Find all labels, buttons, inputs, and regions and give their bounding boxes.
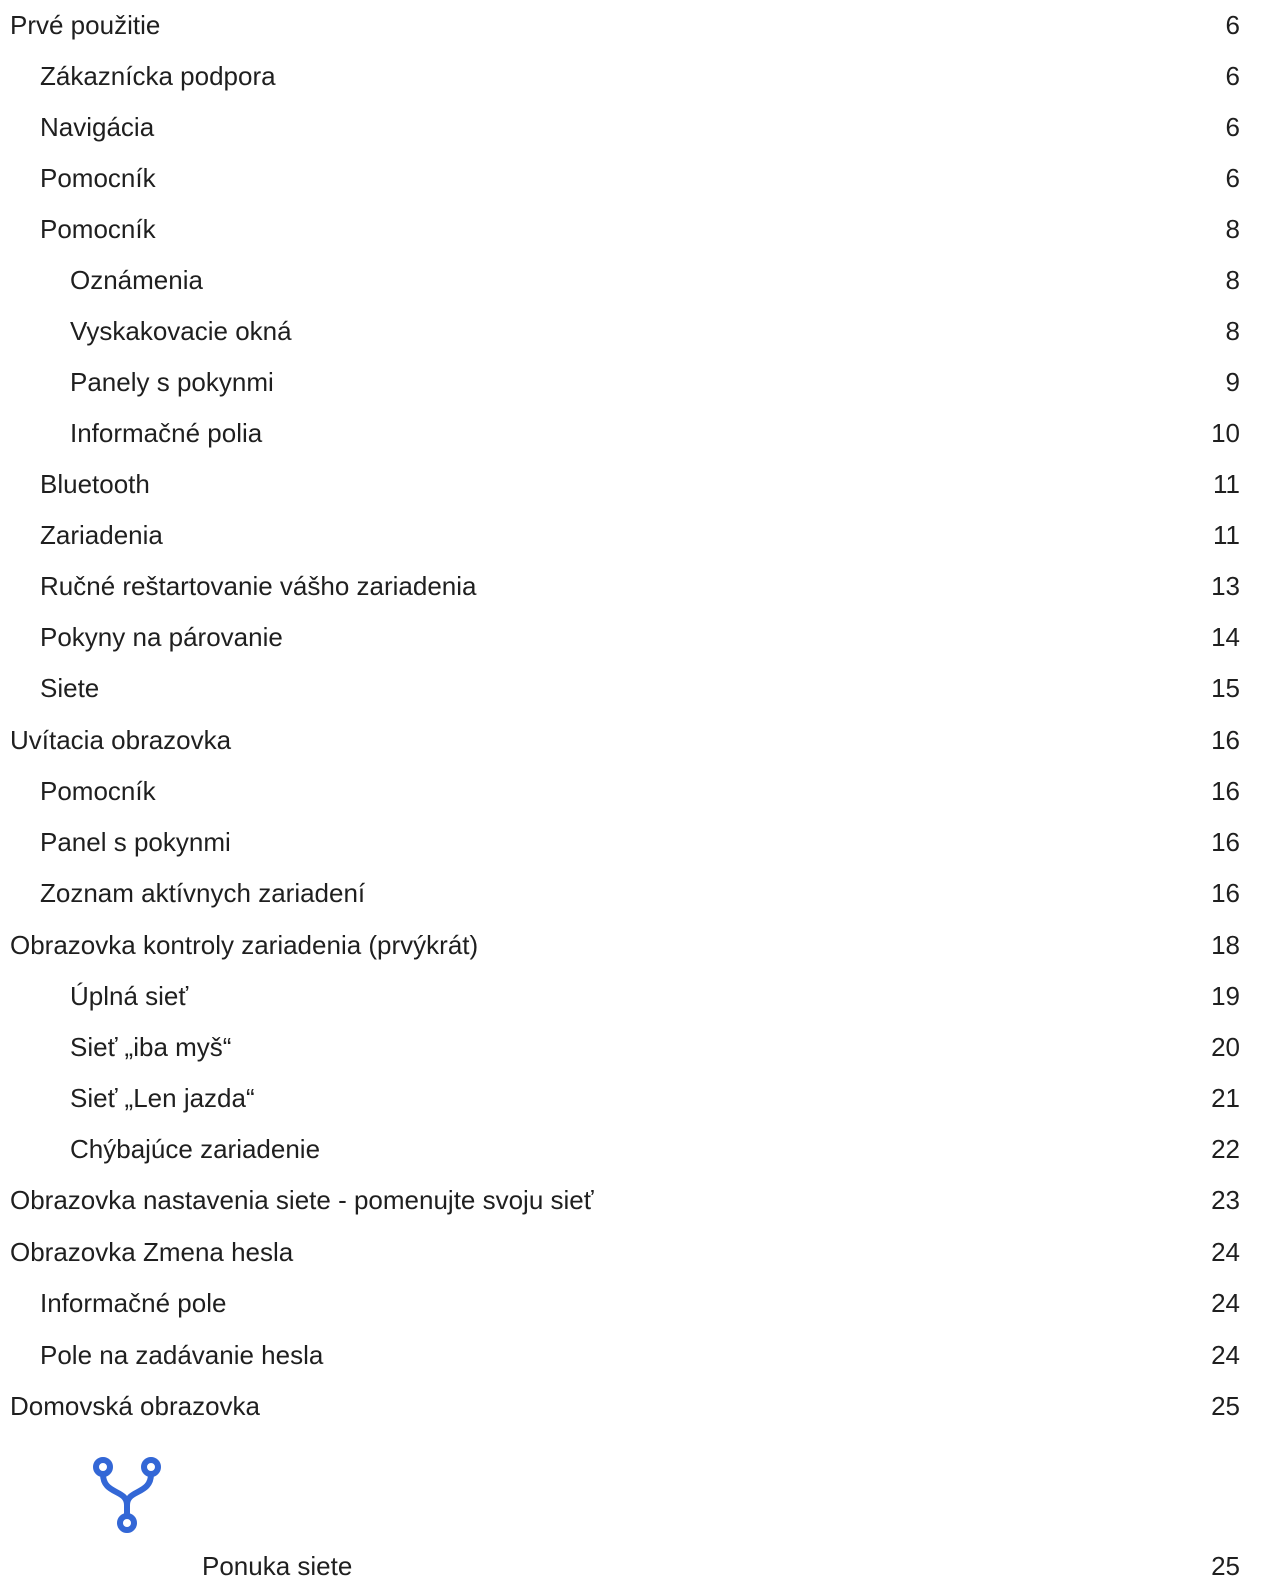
toc-entry-title: Sieť „iba myš“ (70, 1032, 232, 1062)
toc-entry[interactable]: Obrazovka kontroly zariadenia (prvýkrát)… (0, 920, 1262, 971)
toc-entry-title: Informačné pole (40, 1288, 227, 1318)
toc-entry[interactable]: Prvé použitie 6 (0, 0, 1262, 51)
toc-entry[interactable]: Pokyny na párovanie 14 (0, 612, 1262, 663)
toc-entry-page: 11 (1213, 520, 1240, 550)
toc-entry-title: Pokyny na párovanie (40, 622, 283, 652)
toc-entry-page: 10 (1211, 418, 1240, 448)
toc-entry[interactable]: Zariadenia 11 (0, 510, 1262, 561)
toc-entry-page: 8 (1225, 214, 1240, 244)
toc-entry-page: 16 (1211, 878, 1240, 908)
toc-entry[interactable]: Uvítacia obrazovka 16 (0, 715, 1262, 766)
toc-entry-title: Navigácia (40, 112, 155, 142)
toc-entry[interactable]: Bluetooth 11 (0, 459, 1262, 510)
toc-entry-title: Pole na zadávanie hesla (40, 1340, 324, 1370)
toc-entry-page: 6 (1225, 163, 1240, 193)
toc-entry[interactable]: Obrazovka nastavenia siete - pomenujte s… (0, 1175, 1262, 1226)
toc-entry-page: 22 (1211, 1134, 1240, 1164)
toc-entry[interactable]: Domovská obrazovka 25 (0, 1381, 1262, 1432)
toc-entry[interactable]: Chýbajúce zariadenie 22 (0, 1124, 1262, 1175)
toc-entry-title: Pomocník (40, 163, 156, 193)
toc-entry-title: Pomocník (40, 776, 156, 806)
toc-entry-page: 16 (1211, 776, 1240, 806)
toc-entry-title: Chýbajúce zariadenie (70, 1134, 321, 1164)
toc-entry-title: Úplná sieť (70, 981, 189, 1011)
toc-entry[interactable]: Pomocník 6 (0, 153, 1262, 204)
network-fork-icon (93, 1457, 161, 1533)
toc-entry-page: 24 (1211, 1237, 1240, 1267)
toc-entry-page: 6 (1225, 10, 1240, 40)
toc-entry[interactable]: Informačné pole 24 (0, 1278, 1262, 1329)
toc-entry-title: Prvé použitie (10, 10, 161, 40)
toc-entry-page: 8 (1225, 265, 1240, 295)
toc-entry[interactable]: Ručné reštartovanie vášho zariadenia 13 (0, 561, 1262, 612)
toc-entry[interactable]: Panely s pokynmi 9 (0, 357, 1262, 408)
toc-entry-title: Zákaznícka podpora (40, 61, 276, 91)
toc-entry-title: Uvítacia obrazovka (10, 725, 232, 755)
toc-entry-page: 11 (1213, 469, 1240, 499)
toc-entry-title: Ručné reštartovanie vášho zariadenia (40, 571, 477, 601)
toc-entry-page: 13 (1211, 571, 1240, 601)
toc-entry-page: 8 (1225, 316, 1240, 346)
toc-entry-title: Zariadenia (40, 520, 163, 550)
toc-entry-page: 6 (1225, 61, 1240, 91)
toc-entry[interactable]: Zoznam aktívnych zariadení 16 (0, 868, 1262, 919)
toc-entry-title: Informačné polia (70, 418, 263, 448)
toc-entry-title: Bluetooth (40, 469, 150, 499)
toc-entry-title: Panely s pokynmi (70, 367, 274, 397)
toc-entry-title: Obrazovka kontroly zariadenia (prvýkrát) (10, 930, 479, 960)
toc-entry-title: Panel s pokynmi (40, 827, 231, 857)
toc-entry[interactable]: Panel s pokynmi 16 (0, 817, 1262, 868)
toc-entry[interactable]: Pomocník 8 (0, 204, 1262, 255)
toc-entry-title: Obrazovka nastavenia siete - pomenujte s… (10, 1185, 594, 1215)
toc-entry-title: Obrazovka Zmena hesla (10, 1237, 294, 1267)
toc-entry[interactable]: Zákaznícka podpora 6 (0, 51, 1262, 102)
toc-entry[interactable]: Oznámenia 8 (0, 255, 1262, 306)
toc-entry-title: Ponuka siete (202, 1551, 353, 1581)
toc-entry-page: 25 (1211, 1391, 1240, 1421)
toc-entry-title: Pomocník (40, 214, 156, 244)
toc-entry-page: 15 (1211, 673, 1240, 703)
toc-entry-title: Siete (40, 673, 100, 703)
toc-entry-page: 16 (1211, 725, 1240, 755)
toc-entry-page: 6 (1225, 112, 1240, 142)
toc-entry-title: Oznámenia (70, 265, 203, 295)
toc-entry-page: 20 (1211, 1032, 1240, 1062)
toc-entry-page: 21 (1211, 1083, 1240, 1113)
toc-entry-page: 23 (1211, 1185, 1240, 1215)
toc-entry-page: 19 (1211, 981, 1240, 1011)
toc-entry[interactable]: Obrazovka Zmena hesla 24 (0, 1227, 1262, 1278)
toc-entry-page: 24 (1211, 1340, 1240, 1370)
toc-entry-page: 9 (1225, 367, 1240, 397)
toc-entry-title: Vyskakovacie okná (70, 316, 292, 346)
toc-entry[interactable]: Siete 15 (0, 663, 1262, 714)
toc-entry[interactable]: Informačné polia 10 (0, 408, 1262, 459)
toc-entry[interactable]: Vyskakovacie okná 8 (0, 306, 1262, 357)
toc-entry[interactable]: Úplná sieť 19 (0, 971, 1262, 1022)
toc-entry-page: 25 (1211, 1551, 1240, 1581)
toc-entry-network-menu[interactable]: Ponuka siete 25 (0, 1541, 1262, 1592)
toc-entry-page: 18 (1211, 930, 1240, 960)
toc-entry-page: 16 (1211, 827, 1240, 857)
toc-entry[interactable]: Pole na zadávanie hesla 24 (0, 1330, 1262, 1381)
toc-entry-title: Sieť „Len jazda“ (70, 1083, 255, 1113)
toc-entry[interactable]: Sieť „Len jazda“ 21 (0, 1073, 1262, 1124)
toc-entry-title: Domovská obrazovka (10, 1391, 260, 1421)
toc-entry-page: 14 (1211, 622, 1240, 652)
toc-entry-title: Zoznam aktívnych zariadení (40, 878, 366, 908)
toc-entry[interactable]: Pomocník 16 (0, 766, 1262, 817)
toc-entry[interactable]: Sieť „iba myš“ 20 (0, 1022, 1262, 1073)
toc-entry-page: 24 (1211, 1288, 1240, 1318)
toc-entry[interactable]: Navigácia 6 (0, 102, 1262, 153)
